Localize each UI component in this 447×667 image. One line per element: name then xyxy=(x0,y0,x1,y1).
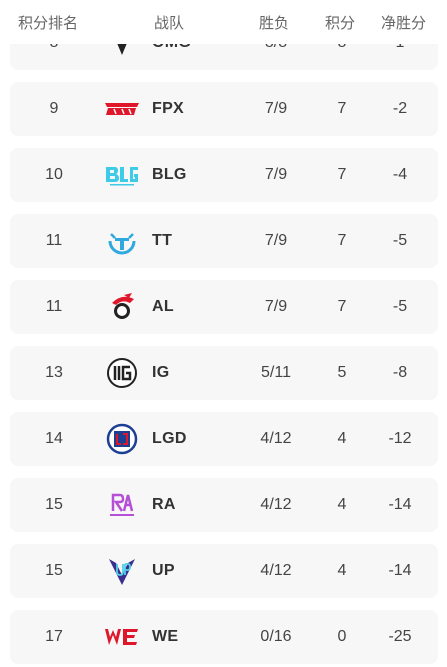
team-name: BLG xyxy=(152,166,187,183)
header-net-score: 净胜分 xyxy=(381,15,427,32)
net-score-cell: -8 xyxy=(392,364,408,381)
header-team: 战队 xyxy=(154,15,185,32)
win-loss-cell: 7/9 xyxy=(264,298,288,315)
table-row-blg[interactable]: 10 BLG 7/9 7 -4 xyxy=(10,148,438,202)
team-name: UP xyxy=(152,562,175,579)
table-row-lgd[interactable]: 14 LGD 4/12 4 -12 xyxy=(10,412,438,466)
points-cell: 4 xyxy=(337,496,347,513)
team-name: WE xyxy=(152,628,179,645)
al-logo-icon xyxy=(102,291,142,323)
tt-logo-icon xyxy=(102,225,142,257)
rank-cell: 15 xyxy=(45,562,63,579)
we-logo-icon xyxy=(102,621,142,653)
points-cell: 7 xyxy=(337,232,347,249)
team-name: TT xyxy=(152,232,173,249)
rank-cell: 17 xyxy=(45,628,63,645)
points-cell: 4 xyxy=(337,562,347,579)
points-cell: 0 xyxy=(337,628,347,645)
lgd-logo-icon xyxy=(102,423,142,455)
points-cell: 7 xyxy=(337,298,347,315)
win-loss-cell: 4/12 xyxy=(260,496,292,513)
net-score-cell: -14 xyxy=(388,562,412,579)
table-row-tt[interactable]: 11 TT 7/9 7 -5 xyxy=(10,214,438,268)
rank-cell: 15 xyxy=(45,496,63,513)
win-loss-cell: 4/12 xyxy=(260,430,292,447)
rank-cell: 14 xyxy=(45,430,63,447)
header-rank: 积分排名 xyxy=(18,15,79,32)
points-cell: 7 xyxy=(337,166,347,183)
up-logo-icon xyxy=(102,555,142,587)
net-score-cell: -25 xyxy=(388,628,412,645)
net-score-cell: -4 xyxy=(392,166,408,183)
standings-header: 积分排名 战队 胜负 积分 净胜分 xyxy=(0,0,447,44)
win-loss-cell: 7/9 xyxy=(264,166,288,183)
rank-cell: 11 xyxy=(45,298,63,315)
rank-cell: 10 xyxy=(45,166,63,183)
fpx-logo-icon xyxy=(102,93,142,125)
table-row-we[interactable]: 17 WE 0/16 0 -25 xyxy=(10,610,438,664)
net-score-cell: -14 xyxy=(388,496,412,513)
team-name: IG xyxy=(152,364,170,381)
ra-logo-icon xyxy=(102,489,142,521)
win-loss-cell: 7/9 xyxy=(264,100,288,117)
points-cell: 4 xyxy=(337,430,347,447)
table-row-up[interactable]: 15 UP 4/12 4 -14 xyxy=(10,544,438,598)
net-score-cell: -5 xyxy=(392,298,408,315)
net-score-cell: -5 xyxy=(392,232,408,249)
team-name: LGD xyxy=(152,430,187,447)
table-row-fpx[interactable]: 9 FPX 7/9 7 -2 xyxy=(10,82,438,136)
rank-cell: 9 xyxy=(49,100,59,117)
win-loss-cell: 0/16 xyxy=(260,628,292,645)
header-points: 积分 xyxy=(325,15,356,32)
win-loss-cell: 4/12 xyxy=(260,562,292,579)
win-loss-cell: 5/11 xyxy=(261,364,291,381)
net-score-cell: -12 xyxy=(388,430,412,447)
table-row-ig[interactable]: 13 IG 5/11 5 -8 xyxy=(10,346,438,400)
team-name: RA xyxy=(152,496,176,513)
blg-logo-icon xyxy=(102,159,142,191)
rank-cell: 11 xyxy=(45,232,63,249)
team-name: AL xyxy=(152,298,174,315)
header-win-loss: 胜负 xyxy=(259,15,290,32)
win-loss-cell: 7/9 xyxy=(264,232,288,249)
rank-cell: 13 xyxy=(45,364,63,381)
net-score-cell: -2 xyxy=(392,100,408,117)
team-name: FPX xyxy=(152,100,185,117)
points-cell: 7 xyxy=(337,100,347,117)
table-row-ra[interactable]: 15 RA 4/12 4 -14 xyxy=(10,478,438,532)
ig-logo-icon xyxy=(102,357,142,389)
points-cell: 5 xyxy=(337,364,347,381)
table-row-al[interactable]: 11 AL 7/9 7 -5 xyxy=(10,280,438,334)
